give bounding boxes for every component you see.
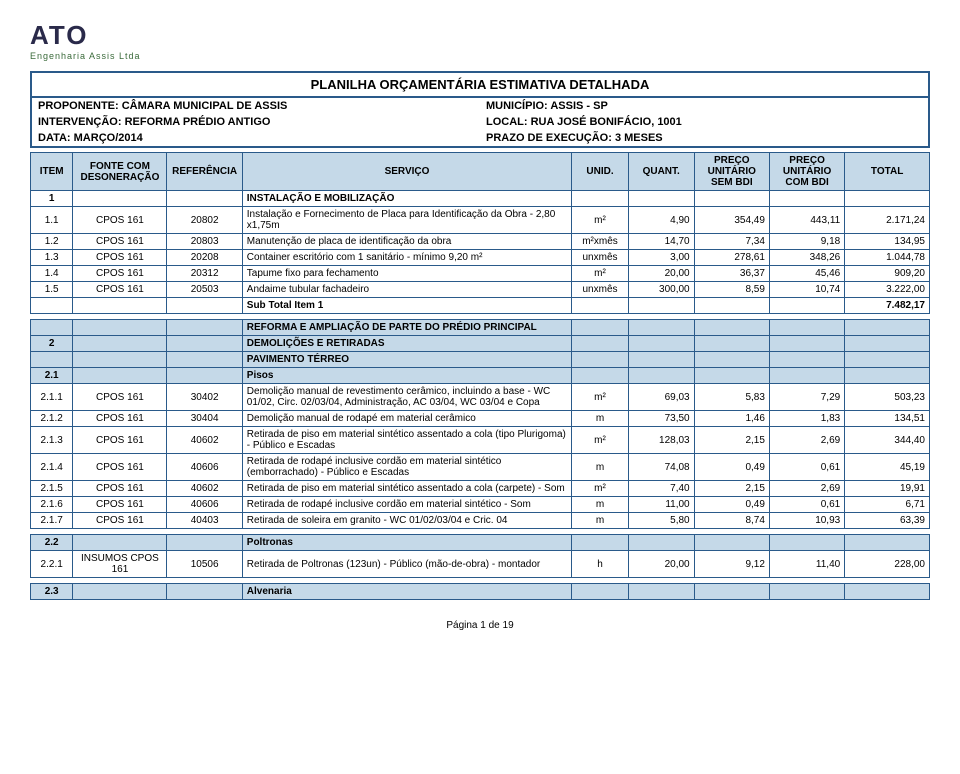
meta-municipio: MUNICÍPIO: ASSIS - SP — [480, 98, 928, 114]
group-header: 2.2Poltronas — [31, 535, 930, 551]
document-meta: PROPONENTE: CÂMARA MUNICIPAL DE ASSIS MU… — [30, 98, 930, 148]
section-sub-header: PAVIMENTO TÉRREO — [31, 352, 930, 368]
budget-table: ITEM FONTE COM DESONERAÇÃO REFERÊNCIA SE… — [30, 152, 930, 600]
meta-local: LOCAL: RUA JOSÉ BONIFÁCIO, 1001 — [480, 114, 928, 130]
table-row: 2.1.4CPOS 16140606Retirada de rodapé inc… — [31, 454, 930, 481]
col-preco-com-bdi: PREÇO UNITÁRIO COM BDI — [769, 153, 844, 191]
table-row: 2.2.1INSUMOS CPOS 16110506Retirada de Po… — [31, 551, 930, 578]
col-item: ITEM — [31, 153, 73, 191]
page-footer: Página 1 de 19 — [30, 620, 930, 631]
table-row: 1.4CPOS 16120312Tapume fixo para fechame… — [31, 266, 930, 282]
meta-prazo: PRAZO DE EXECUÇÃO: 3 MESES — [480, 130, 928, 146]
meta-data: DATA: MARÇO/2014 — [32, 130, 480, 146]
logo-subtext: Engenharia Assis Ltda — [30, 51, 141, 61]
subtotal-row: Sub Total Item 17.482,17 — [31, 298, 930, 314]
col-total: TOTAL — [845, 153, 930, 191]
col-ref: REFERÊNCIA — [167, 153, 242, 191]
table-row: 1.1CPOS 16120802Instalação e Forneciment… — [31, 207, 930, 234]
section-pre-header: REFORMA E AMPLIAÇÃO DE PARTE DO PRÉDIO P… — [31, 320, 930, 336]
group-header: 2.3Alvenaria — [31, 584, 930, 600]
group-header: 2.1Pisos — [31, 368, 930, 384]
logo-text: ATO — [30, 20, 88, 51]
table-row: 2.1.5CPOS 16140602Retirada de piso em ma… — [31, 481, 930, 497]
col-servico: SERVIÇO — [242, 153, 571, 191]
table-row: 1.5CPOS 16120503Andaime tubular fachadei… — [31, 282, 930, 298]
table-row: 1.2CPOS 16120803Manutenção de placa de i… — [31, 234, 930, 250]
document-title: PLANILHA ORÇAMENTÁRIA ESTIMATIVA DETALHA… — [30, 71, 930, 98]
table-row: 2.1.2CPOS 16130404Demolição manual de ro… — [31, 411, 930, 427]
table-header-row: ITEM FONTE COM DESONERAÇÃO REFERÊNCIA SE… — [31, 153, 930, 191]
table-row: 2.1.3CPOS 16140602Retirada de piso em ma… — [31, 427, 930, 454]
table-row: 2.1.6CPOS 16140606Retirada de rodapé inc… — [31, 497, 930, 513]
table-row: 2.1.7CPOS 16140403Retirada de soleira em… — [31, 513, 930, 529]
section-header: 1INSTALAÇÃO E MOBILIZAÇÃO — [31, 191, 930, 207]
meta-intervencao: INTERVENÇÃO: REFORMA PRÉDIO ANTIGO — [32, 114, 480, 130]
meta-proponente: PROPONENTE: CÂMARA MUNICIPAL DE ASSIS — [32, 98, 480, 114]
logo: ATO Engenharia Assis Ltda — [30, 20, 930, 61]
table-row: 2.1.1CPOS 16130402Demolição manual de re… — [31, 384, 930, 411]
table-row: 1.3CPOS 16120208Container escritório com… — [31, 250, 930, 266]
col-unid: UNID. — [572, 153, 628, 191]
section-header: 2DEMOLIÇÕES E RETIRADAS — [31, 336, 930, 352]
col-fonte: FONTE COM DESONERAÇÃO — [73, 153, 167, 191]
col-preco-sem-bdi: PREÇO UNITÁRIO SEM BDI — [694, 153, 769, 191]
col-quant: QUANT. — [628, 153, 694, 191]
